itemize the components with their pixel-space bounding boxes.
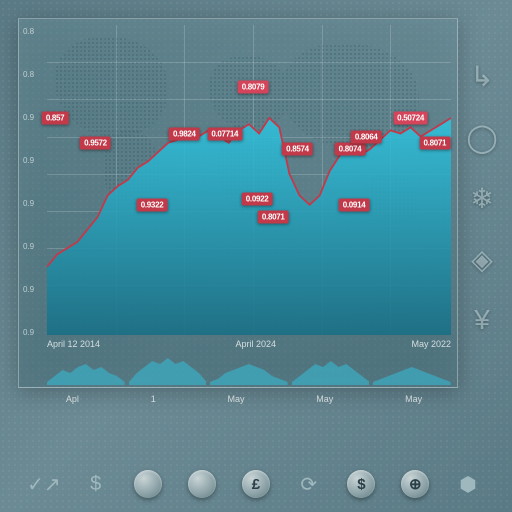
x-axis-mini-labels: Apl 1 May May May — [30, 394, 458, 404]
y-tick: 0.9 — [23, 328, 45, 337]
price-marker: 0.857 — [42, 112, 69, 125]
x-tick-mini: May — [316, 394, 333, 404]
price-marker: 0.9322 — [137, 198, 168, 211]
plot-area: 0.8570.95720.93220.98240.077140.80790.09… — [47, 25, 451, 335]
dollar-coin-icon[interactable]: $ — [347, 470, 375, 498]
price-marker: 0.0922 — [242, 192, 273, 205]
price-marker: 0.9824 — [169, 127, 200, 140]
globe-coin-icon[interactable]: ⊕ — [401, 470, 429, 498]
main-chart-frame: 0.80.80.90.90.90.90.90.9 0.8570.95720.93… — [18, 18, 458, 388]
y-tick: 0.9 — [23, 199, 45, 208]
y-tick: 0.9 — [23, 285, 45, 294]
y-tick: 0.8 — [23, 27, 45, 36]
check-trend-icon[interactable]: ✓↗ — [31, 471, 57, 497]
x-tick-main: April 12 2014 — [47, 339, 100, 353]
rotate-icon[interactable]: ⟳ — [296, 471, 322, 497]
y-axis-labels: 0.80.80.90.90.90.90.90.9 — [23, 19, 45, 337]
price-marker: 0.8074 — [335, 143, 366, 156]
x-tick-mini: Apl — [66, 394, 79, 404]
pound-coin-icon[interactable]: £ — [242, 470, 270, 498]
mini-chart — [129, 355, 207, 385]
coin-generic-2[interactable] — [188, 470, 216, 498]
snowflake-icon[interactable]: ❄ — [470, 182, 493, 215]
y-tick: 0.8 — [23, 70, 45, 79]
price-marker: 0.8071 — [419, 136, 450, 149]
price-marker: 0.9572 — [80, 136, 111, 149]
price-marker: 0.0914 — [339, 198, 370, 211]
line-area-chart — [47, 25, 451, 335]
price-marker: 0.50724 — [393, 112, 428, 125]
x-tick-main: May 2022 — [411, 339, 451, 353]
x-tick-mini: May — [405, 394, 422, 404]
x-tick-main: April 2024 — [235, 339, 276, 353]
price-marker: 0.8574 — [282, 143, 313, 156]
mini-chart — [292, 355, 370, 385]
y-tick: 0.9 — [23, 156, 45, 165]
x-axis-main-labels: April 12 2014 April 2024 May 2022 — [47, 339, 451, 353]
price-marker: 0.8079 — [238, 81, 269, 94]
diamond-icon[interactable]: ◈ — [471, 243, 493, 276]
x-tick-mini: May — [227, 394, 244, 404]
coin-generic-1[interactable] — [134, 470, 162, 498]
mini-charts-row — [47, 355, 451, 385]
y-tick: 0.9 — [23, 242, 45, 251]
hex-icon[interactable]: ⬢ — [455, 471, 481, 497]
dollar-icon[interactable]: $ — [83, 471, 109, 497]
yen-icon[interactable]: ¥ — [474, 304, 490, 336]
mini-chart — [373, 355, 451, 385]
mini-chart — [210, 355, 288, 385]
price-marker: 0.07714 — [207, 127, 242, 140]
arrow-segment-icon[interactable]: ↳ — [470, 60, 493, 93]
mini-chart — [47, 355, 125, 385]
price-marker: 0.8064 — [351, 130, 382, 143]
currency-icon-bar: ✓↗ $ £ ⟳ $ ⊕ ⬢ — [18, 466, 494, 502]
circle-outline-icon[interactable]: ◯ — [466, 121, 497, 154]
price-marker: 0.8071 — [258, 211, 289, 224]
x-tick-mini: 1 — [151, 394, 156, 404]
side-icon-column: ↳ ◯ ❄ ◈ ¥ — [458, 60, 506, 336]
